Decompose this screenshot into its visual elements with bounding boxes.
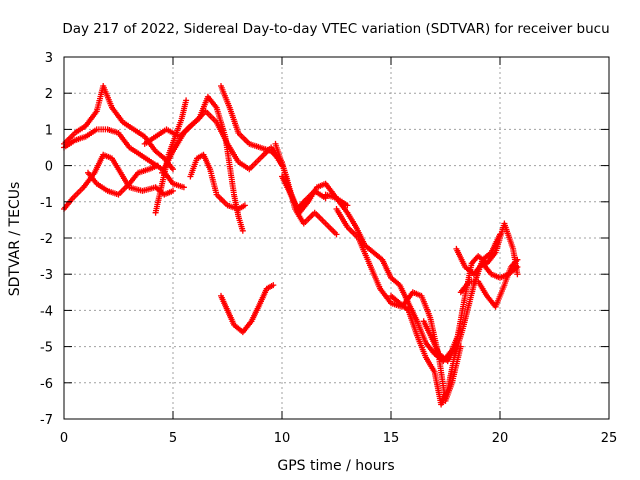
y-axis-label: SDTVAR / TECUs	[7, 182, 23, 297]
y-tick-label: 0	[45, 160, 53, 175]
series-track-g	[159, 108, 285, 176]
series-markers	[85, 162, 161, 198]
y-tick-label: -3	[40, 268, 53, 283]
data-points	[61, 83, 521, 408]
y-tick-label: 2	[45, 87, 53, 102]
series-markers	[279, 173, 351, 216]
x-tick-label: 5	[169, 431, 177, 446]
series-track-l	[279, 173, 351, 216]
x-tick-label: 25	[601, 431, 618, 446]
series-markers	[61, 83, 176, 173]
x-tick-label: 20	[492, 431, 509, 446]
series-markers	[457, 256, 521, 310]
y-tick-label: -1	[40, 196, 53, 211]
x-tick-label: 0	[60, 431, 68, 446]
x-tick-label: 10	[274, 431, 291, 446]
y-tick-label: -7	[40, 413, 53, 428]
series-track-p	[420, 220, 521, 365]
series-markers	[218, 282, 277, 336]
y-tick-label: -4	[40, 304, 53, 319]
x-axis-label: GPS time / hours	[277, 458, 394, 474]
y-tick-label: -2	[40, 232, 53, 247]
y-tick-label: -6	[40, 377, 53, 392]
series-track-j	[218, 282, 277, 336]
series-markers	[453, 245, 521, 281]
series-track-h	[187, 151, 248, 212]
chart-title: Day 217 of 2022, Sidereal Day-to-day VTE…	[62, 21, 609, 37]
y-tick-label: 1	[45, 123, 53, 138]
series-track-d	[85, 162, 161, 198]
series-track-a	[61, 83, 176, 173]
series-markers	[420, 220, 521, 365]
series-markers	[187, 151, 248, 212]
x-tick-label: 15	[383, 431, 400, 446]
grid	[64, 57, 609, 419]
y-tick-label: -5	[40, 341, 53, 356]
series-track-q	[457, 256, 521, 310]
y-tick-label: 3	[45, 51, 53, 66]
series-markers	[159, 108, 285, 176]
series-track-r	[453, 245, 521, 281]
